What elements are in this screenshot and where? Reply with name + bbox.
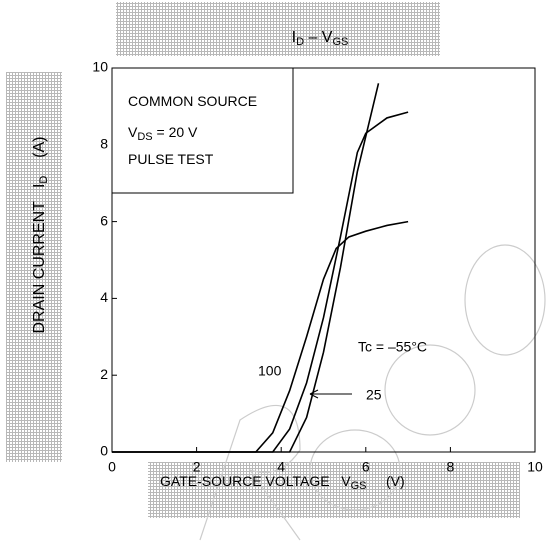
title-background (116, 2, 440, 56)
curve (112, 220, 409, 453)
text-part: GATE-SOURCE VOLTAGE (160, 473, 330, 489)
y-tick-label: 10 (92, 59, 108, 75)
y-tick-label: 2 (100, 366, 108, 382)
text-part: DRAIN CURRENT (31, 201, 48, 334)
y-tick-label: 8 (100, 136, 108, 152)
y-label-background (6, 72, 62, 462)
series-label: 25 (366, 387, 382, 403)
x-tick-label: 4 (277, 459, 285, 475)
text-part: (V) (367, 473, 405, 489)
text-part: COMMON SOURCE (128, 93, 257, 109)
text-part: – V (304, 29, 333, 46)
y-tick-label: 0 (100, 443, 108, 459)
x-tick-label: 10 (527, 459, 543, 475)
y-tick-label: 6 (100, 212, 108, 228)
watermark (199, 244, 546, 541)
note-text: VDS = 20 V (128, 124, 198, 143)
text-part: (A) (31, 137, 48, 176)
curve (112, 83, 380, 453)
text-part: PULSE TEST (128, 151, 214, 167)
curve (112, 111, 409, 453)
note-text: COMMON SOURCE (128, 93, 257, 109)
text-part: D (38, 176, 50, 184)
x-axis-label: GATE-SOURCE VOLTAGE VGS (V) (160, 473, 405, 492)
x-tick-label: 0 (108, 459, 116, 475)
text-part: I (292, 29, 296, 46)
y-axis-label: DRAIN CURRENT ID (A) (31, 137, 50, 334)
series-label: 100 (258, 363, 282, 379)
y-tick-label: 4 (100, 289, 108, 305)
text-part: DS (137, 131, 152, 143)
text-part: V (128, 124, 138, 140)
text-part: GS (351, 480, 367, 492)
text-part: V (330, 473, 352, 489)
plot-frame (111, 67, 536, 453)
text-part: = 20 V (153, 124, 198, 140)
x-tick-label: 6 (362, 459, 370, 475)
arrow-head (309, 389, 319, 399)
chart-title: ID – VGS (292, 29, 349, 48)
text-part: D (296, 36, 304, 48)
note-box (111, 67, 294, 194)
x-label-background (148, 462, 520, 518)
note-text: PULSE TEST (128, 151, 214, 167)
series-label: Tc = –55°C (358, 339, 427, 355)
x-tick-label: 8 (447, 459, 455, 475)
text-part: GS (332, 36, 348, 48)
x-tick-label: 2 (193, 459, 201, 475)
text-part: I (31, 184, 48, 202)
